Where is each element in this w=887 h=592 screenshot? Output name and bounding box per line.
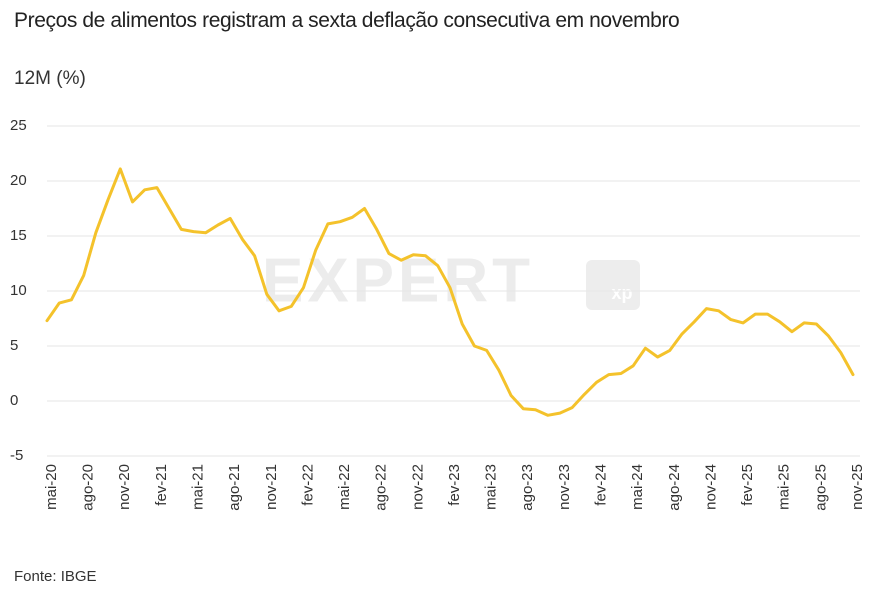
- x-tick-label: fev-25: [739, 464, 756, 506]
- y-tick-label: 15: [10, 227, 27, 244]
- x-tick-label: nov-23: [556, 464, 573, 510]
- x-tick-label: nov-25: [849, 464, 866, 510]
- chart-title: Preços de alimentos registram a sexta de…: [14, 9, 680, 32]
- x-tick-label: fev-23: [446, 464, 463, 506]
- source-note: Fonte: IBGE: [14, 568, 97, 585]
- x-tick-label: mai-23: [483, 464, 500, 510]
- x-tick-label: nov-24: [702, 464, 719, 510]
- x-tick-label: fev-24: [593, 464, 610, 506]
- watermark-badge: xp: [611, 283, 632, 303]
- x-tick-label: nov-20: [116, 464, 133, 510]
- x-tick-label: nov-22: [409, 464, 426, 510]
- y-tick-label: 5: [10, 337, 18, 354]
- y-tick-label: 20: [10, 172, 27, 189]
- data-line: [45, 167, 855, 417]
- y-tick-label: 0: [10, 392, 18, 409]
- x-tick-label: mai-25: [776, 464, 793, 510]
- x-tick-label: mai-22: [336, 464, 353, 510]
- x-tick-label: mai-24: [629, 464, 646, 510]
- chart-subtitle: 12M (%): [14, 68, 86, 89]
- x-tick-label: ago-23: [519, 464, 536, 511]
- watermark-badge-bg: [586, 260, 640, 310]
- x-tick-label: mai-20: [43, 464, 60, 510]
- y-tick-label: -5: [10, 447, 23, 464]
- watermark: EXPERT: [262, 246, 534, 315]
- x-tick-label: nov-21: [263, 464, 280, 510]
- x-tick-label: mai-21: [190, 464, 207, 510]
- y-tick-label: 25: [10, 117, 27, 134]
- x-tick-label: ago-21: [226, 464, 243, 511]
- x-tick-label: fev-22: [299, 464, 316, 506]
- x-tick-label: ago-20: [80, 464, 97, 511]
- y-tick-label: 10: [10, 282, 27, 299]
- x-tick-label: ago-22: [373, 464, 390, 511]
- x-tick-label: ago-25: [812, 464, 829, 511]
- x-tick-label: fev-21: [153, 464, 170, 506]
- x-tick-label: ago-24: [666, 464, 683, 511]
